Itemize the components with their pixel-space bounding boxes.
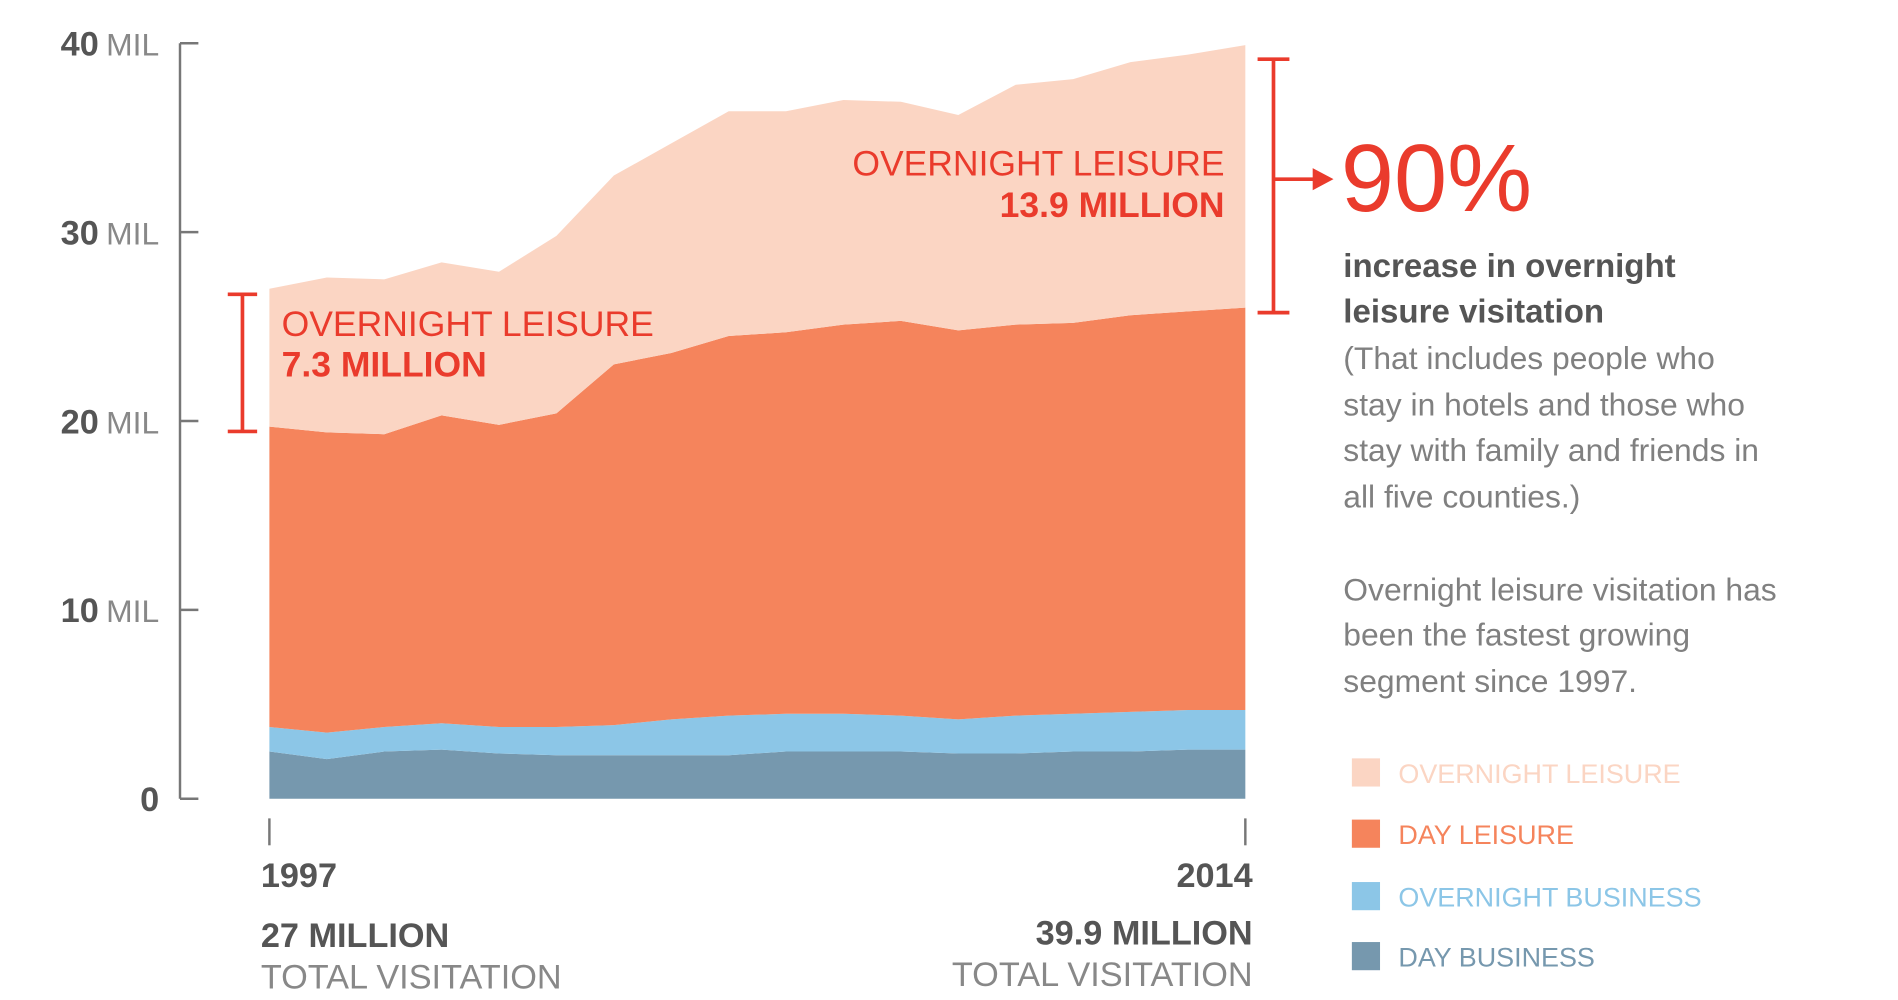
headline-line-2: leisure visitation <box>1343 293 1604 330</box>
summary-line-3: segment since 1997. <box>1343 663 1637 699</box>
end-bracket <box>1257 57 1318 315</box>
detail-line-4: all five counties.) <box>1343 478 1580 514</box>
end-annotation-label: OVERNIGHT LEISURE <box>852 144 1224 184</box>
start-annotation-label: OVERNIGHT LEISURE <box>282 304 654 344</box>
start-total: 27 MILLION <box>261 917 449 955</box>
area-overnight-leisure <box>269 45 1246 435</box>
legend-swatch-day-leisure <box>1351 819 1381 848</box>
y-tick-label: 10 MIL <box>61 592 160 630</box>
legend-label-day-leisure: DAY LEISURE <box>1398 820 1574 850</box>
legend-label-overnight-business: OVERNIGHT BUSINESS <box>1398 883 1701 913</box>
start-bracket <box>227 292 258 434</box>
detail-line-3: stay with family and friends in <box>1343 432 1759 468</box>
detail-line-1: (That includes people who <box>1343 340 1715 376</box>
end-total: 39.9 MILLION <box>1036 914 1253 952</box>
start-caption: TOTAL VISITATION <box>261 959 562 997</box>
detail-line-2: stay in hotels and those who <box>1343 387 1745 423</box>
headline-line-1: increase in overnight <box>1343 248 1675 285</box>
stacked-areas <box>269 45 1246 799</box>
y-tick-label: 20 MIL <box>61 403 160 441</box>
y-tick-label: 0 <box>140 781 159 819</box>
end-caption: TOTAL VISITATION <box>952 956 1253 994</box>
y-ticks: 40 MIL 30 MIL 20 MIL 10 MIL 0 <box>61 26 199 819</box>
area-day-business <box>269 749 1246 799</box>
end-annotation-value: 13.9 MILLION <box>1000 185 1225 225</box>
arrow-right-icon <box>1312 168 1334 191</box>
area-day-leisure <box>269 307 1246 733</box>
percent-increase: 90% <box>1341 126 1532 232</box>
summary-line-2: been the fastest growing <box>1343 617 1690 653</box>
x-label-start-year: 1997 <box>261 857 337 895</box>
y-tick-label: 40 MIL <box>61 26 160 64</box>
start-annotation-value: 7.3 MILLION <box>282 344 487 384</box>
area-overnight-business <box>269 710 1246 760</box>
legend-swatch-day-business <box>1351 942 1381 971</box>
legend-label-day-business: DAY BUSINESS <box>1398 943 1595 973</box>
y-tick-label: 30 MIL <box>61 214 160 252</box>
legend-label-overnight-leisure: OVERNIGHT LEISURE <box>1398 759 1680 789</box>
legend-swatch-overnight-leisure <box>1351 758 1381 787</box>
x-label-end-year: 2014 <box>1176 857 1252 895</box>
summary-line-1: Overnight leisure visitation has <box>1343 571 1776 607</box>
legend: OVERNIGHT LEISURE DAY LEISURE OVERNIGHT BU… <box>1351 758 1702 973</box>
legend-swatch-overnight-business <box>1351 882 1381 911</box>
